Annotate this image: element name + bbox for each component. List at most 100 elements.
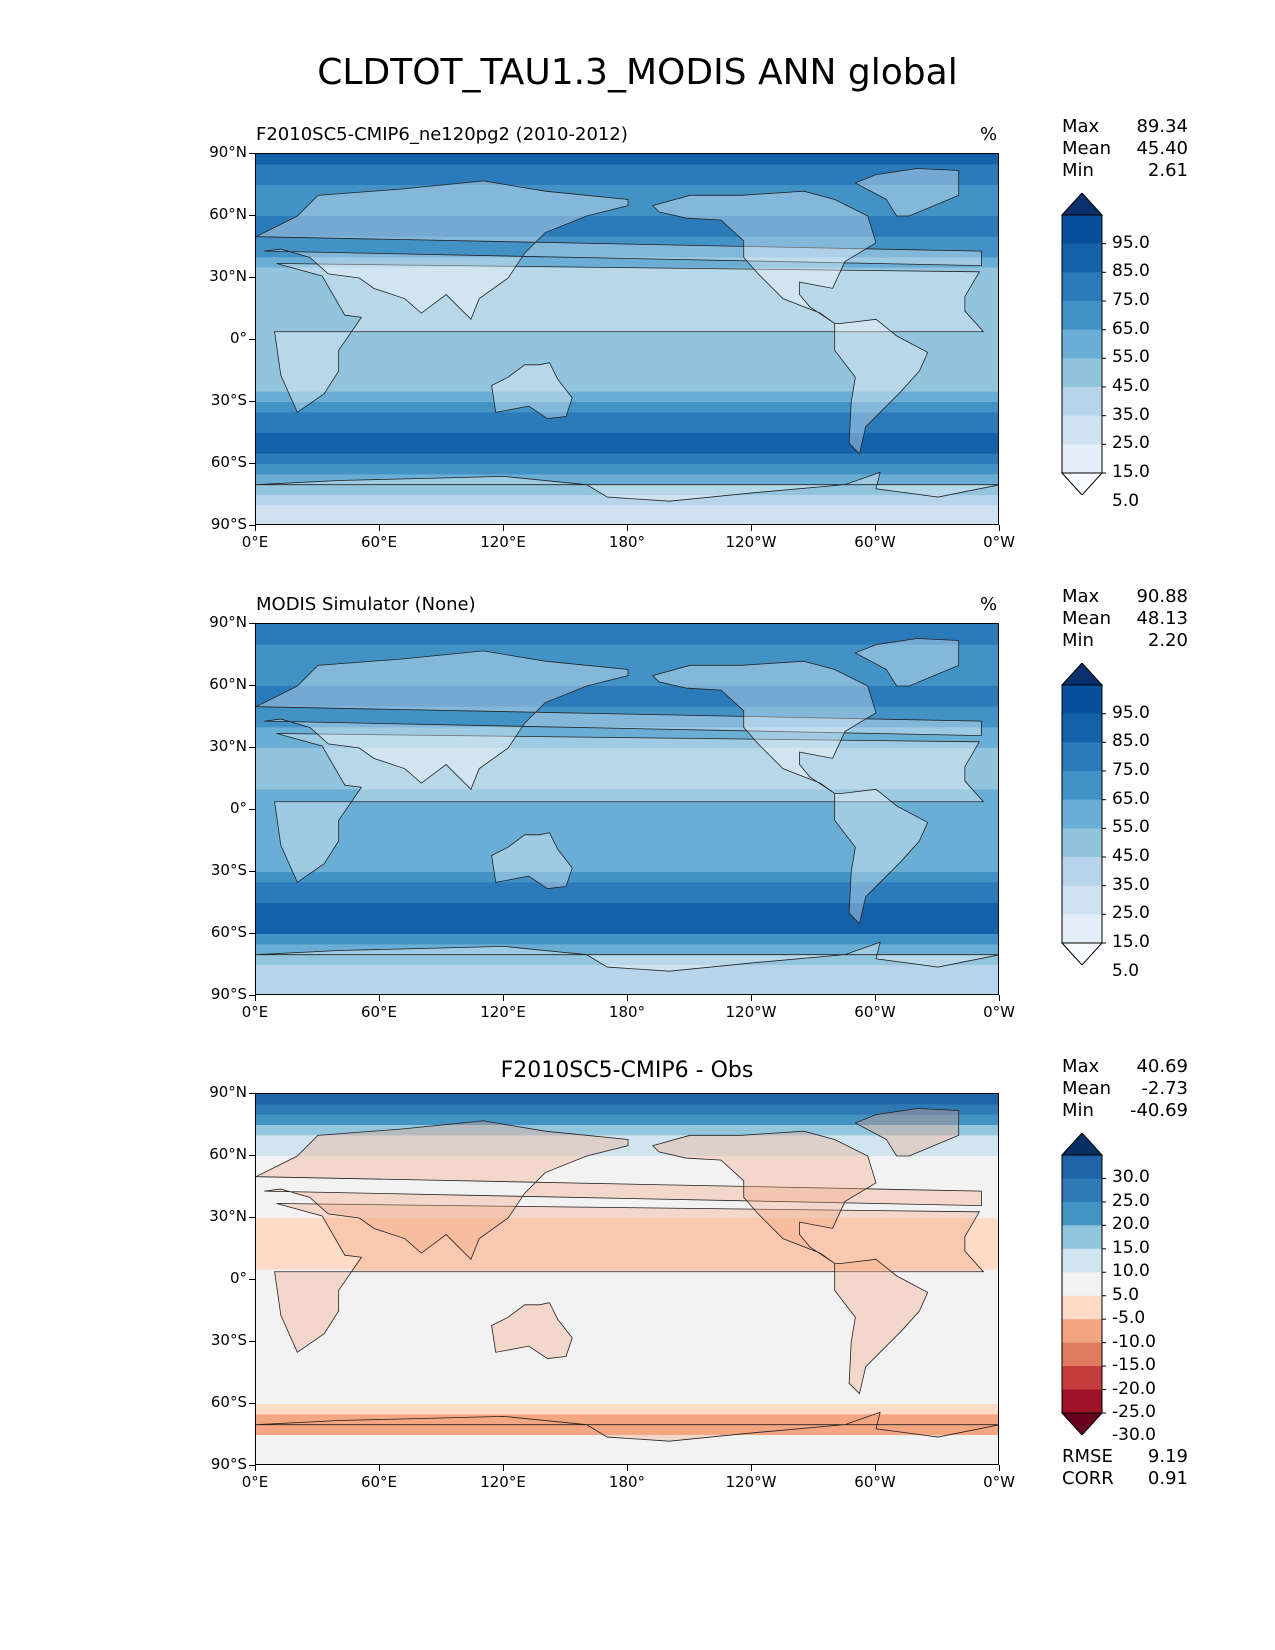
lat-tick-label: 30°S	[210, 861, 247, 879]
land-group	[256, 168, 998, 502]
zonal-band	[256, 298, 998, 310]
zonal-band	[256, 841, 998, 852]
stats-block: Max 90.88 Mean 48.13 Min 2.20	[1062, 586, 1188, 652]
zonal-band	[256, 810, 998, 821]
map-svg	[256, 624, 998, 994]
zonal-band	[256, 1414, 998, 1426]
colorbar	[1060, 1133, 1106, 1435]
units-label: %	[980, 594, 998, 615]
colorbar-band	[1062, 1272, 1102, 1297]
stat-mean-label: Mean	[1062, 608, 1112, 629]
stat-mean-label: Mean	[1062, 1078, 1112, 1099]
colorbar-tick-label: -10.0	[1112, 1331, 1156, 1352]
lon-tick-label: 0°W	[983, 1003, 1015, 1021]
zonal-band	[256, 1176, 998, 1188]
stat-max-label: Max	[1062, 116, 1100, 137]
coastline-greenland	[854, 168, 960, 217]
colorbar-band	[1062, 415, 1102, 445]
colorbar-band	[1062, 329, 1102, 359]
zonal-band	[256, 505, 998, 517]
zonal-band	[256, 1197, 998, 1209]
colorbar-tick-label: 10.0	[1112, 1261, 1150, 1282]
zonal-band	[256, 216, 998, 227]
lat-tick-label: 90°S	[210, 1455, 247, 1473]
zonal-band	[256, 1435, 998, 1446]
zonal-band	[256, 686, 998, 697]
zonal-band	[256, 882, 998, 894]
coastline-greenland	[854, 1108, 960, 1157]
colorbar-tick-label: 75.0	[1112, 760, 1150, 780]
zonal-band	[256, 174, 998, 186]
panel-model: F2010SC5-CMIP6_ne120pg2 (2010-2012) % Ma…	[0, 0, 1275, 551]
zonal-band	[256, 923, 998, 935]
panel-diff: F2010SC5-CMIP6 - Obs Max 40.69 Mean -2.73 …	[0, 0, 1275, 1491]
zonal-band	[256, 1156, 998, 1167]
zonal-band	[256, 402, 998, 413]
lon-tick-label: 120°W	[725, 533, 777, 551]
rmse-label: RMSE	[1062, 1446, 1113, 1467]
zonal-band	[256, 913, 998, 925]
zonal-band	[256, 872, 998, 883]
zonal-band	[256, 851, 998, 863]
colorbar-band	[1062, 713, 1102, 743]
zonal-band	[256, 1383, 998, 1395]
zonal-band	[256, 965, 998, 976]
lon-tick-label: 120°E	[480, 533, 526, 551]
lat-tick-label: 0°	[229, 799, 247, 817]
lon-tick-label: 0°E	[241, 1473, 269, 1491]
lat-tick-mark	[249, 1093, 255, 1094]
lon-tick-label: 0°E	[241, 533, 269, 551]
zonal-band	[256, 954, 998, 966]
zonal-band	[256, 820, 998, 832]
zonal-band	[256, 830, 998, 842]
colorbar-tick-label: 55.0	[1112, 347, 1150, 368]
zonal-band	[256, 412, 998, 424]
lon-tick-label: 120°W	[725, 1003, 777, 1021]
stat-min-label: Min	[1062, 1100, 1094, 1121]
zonal-band	[256, 195, 998, 207]
lon-tick-label: 60°E	[360, 533, 398, 551]
zonal-band	[256, 1342, 998, 1353]
colorbar-band	[1062, 1248, 1102, 1273]
stats-block: Max 40.69 Mean -2.73 Min -40.69	[1062, 1056, 1188, 1122]
zonal-band	[256, 758, 998, 770]
lon-tick-mark	[255, 525, 256, 531]
colorbar-tick-label: 5.0	[1112, 490, 1140, 511]
lat-tick-label: 90°N	[209, 613, 247, 631]
zonal-band	[256, 624, 998, 635]
lat-tick-label: 60°S	[210, 1393, 247, 1411]
lon-tick-mark	[999, 995, 1000, 1001]
stat-min-label: Min	[1062, 160, 1094, 181]
coastline-namerica	[652, 190, 877, 324]
colorbar-tick-label: 65.0	[1112, 788, 1150, 809]
coastline-antarctica	[256, 1411, 998, 1442]
zonal-band	[256, 1135, 998, 1147]
zonal-band	[256, 154, 998, 165]
lon-tick-label: 60°W	[854, 533, 896, 551]
coastline-australia	[491, 832, 573, 889]
zonal-band	[256, 1300, 998, 1312]
zonal-band	[256, 675, 998, 687]
lon-tick-label: 60°W	[854, 1473, 896, 1491]
panel-title: MODIS Simulator (None)	[256, 594, 476, 615]
colorbar-extend-min	[1060, 942, 1104, 965]
lon-tick-label: 60°W	[854, 1003, 896, 1021]
zonal-band	[256, 944, 998, 956]
colorbar-band	[1062, 1201, 1102, 1226]
zonal-band	[256, 1455, 998, 1464]
zonal-band	[256, 288, 998, 300]
colorbar-band	[1062, 771, 1102, 801]
zonal-band	[256, 737, 998, 749]
stat-min-value: 2.61	[1147, 160, 1188, 181]
zonal-band	[256, 768, 998, 780]
colorbar-band	[1062, 1319, 1102, 1344]
colorbar-outline	[1061, 214, 1103, 474]
lat-tick-mark	[249, 1341, 255, 1342]
zonal-band	[256, 696, 998, 708]
zonal-band	[256, 1125, 998, 1136]
lat-tick-label: 60°N	[209, 675, 247, 693]
zonal-band	[256, 1218, 998, 1229]
lon-tick-label: 60°E	[360, 1003, 398, 1021]
colorbar-tick-label: 45.0	[1112, 376, 1150, 396]
lat-tick-mark	[249, 933, 255, 934]
